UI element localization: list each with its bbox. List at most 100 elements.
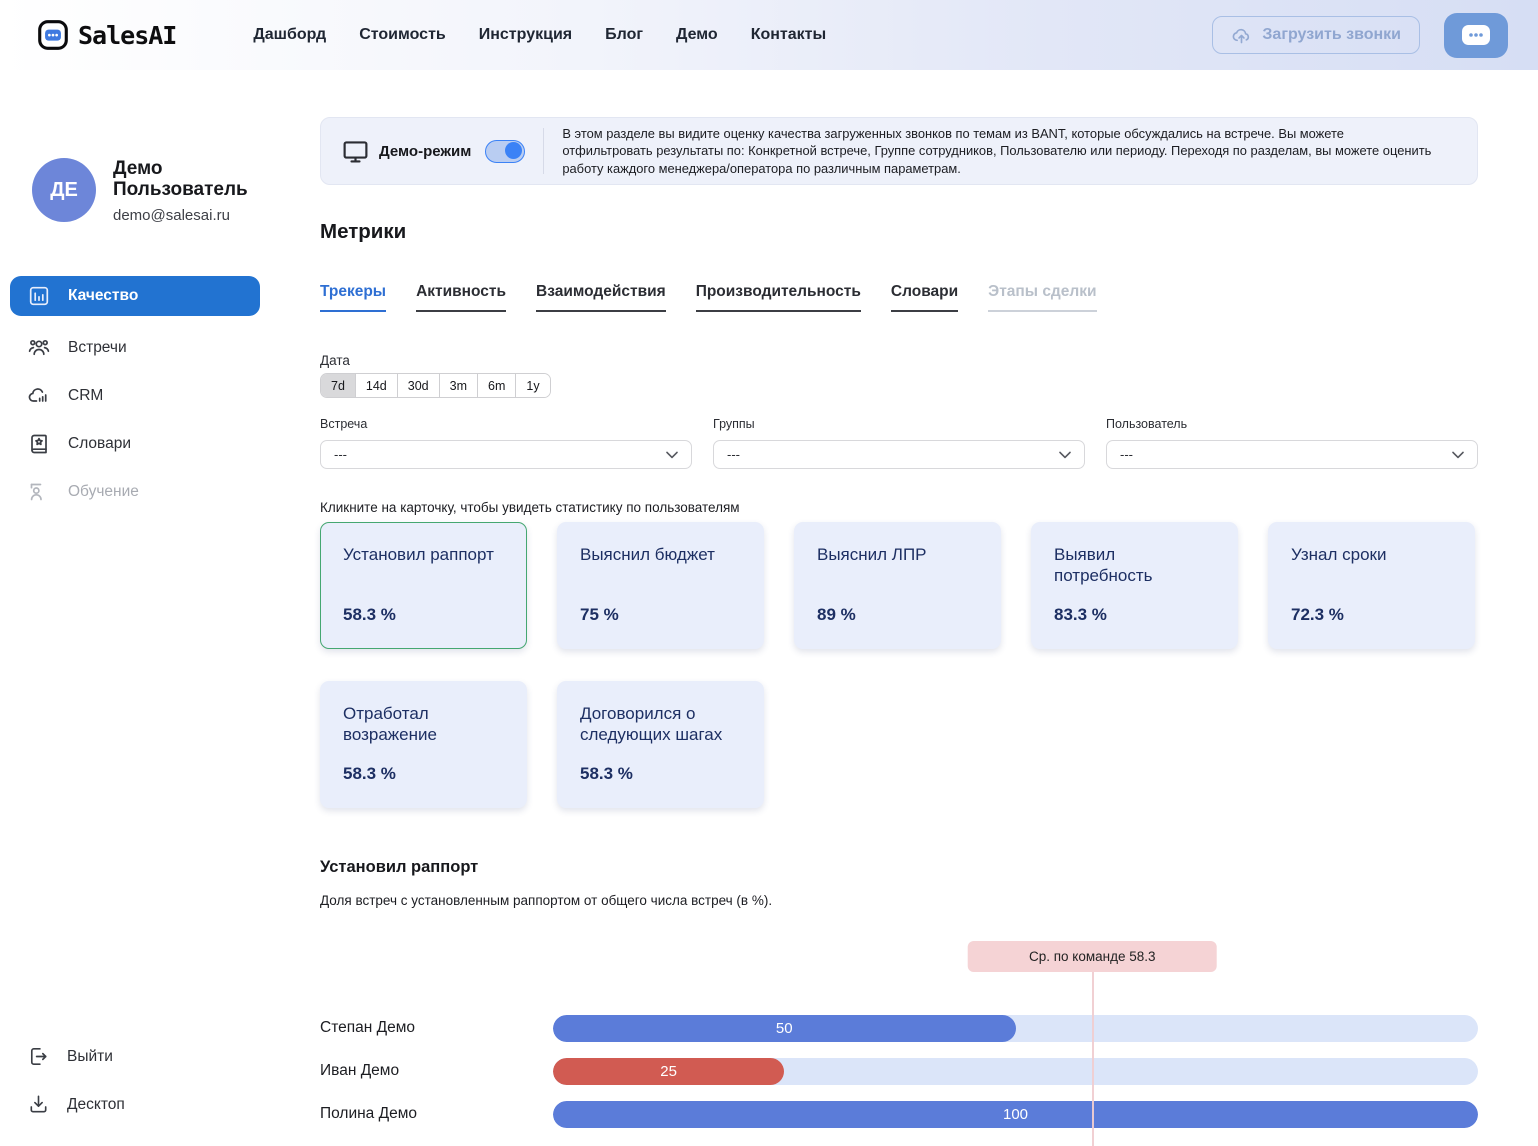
meeting-select-value: --- [334, 447, 347, 462]
metric-card-budget[interactable]: Выяснил бюджет 75 % [557, 522, 764, 649]
tab-dictionaries[interactable]: Словари [890, 283, 959, 312]
sidebar-item-crm[interactable]: CRM [10, 372, 260, 420]
card-value: 58.3 % [343, 763, 396, 783]
sidebar-item-training: Обучение [10, 468, 260, 516]
bar-track: 25 [553, 1057, 1478, 1085]
date-button-1y[interactable]: 1y [515, 374, 550, 397]
nav-link-dashboard[interactable]: Дашборд [253, 26, 327, 43]
sidebar-item-label: Обучение [68, 483, 139, 500]
bar-value: 50 [775, 1019, 793, 1037]
banner-description: В этом разделе вы видите оценку качества… [562, 126, 1432, 176]
cards-hint: Кликните на карточку, чтобы увидеть стат… [320, 500, 740, 515]
card-value: 89 % [817, 604, 856, 624]
upload-cloud-icon [1231, 25, 1252, 46]
book-star-icon [27, 432, 51, 456]
metric-card-next-steps[interactable]: Договорился о следующих шагах 58.3 % [557, 680, 764, 808]
card-value: 75 % [580, 604, 619, 624]
upload-calls-button[interactable]: Загрузить звонки [1212, 16, 1420, 54]
groups-filter-label: Группы [713, 417, 755, 431]
user-select[interactable]: --- [1106, 440, 1478, 469]
divider [543, 128, 545, 174]
metric-card-need[interactable]: Выявил потребность 83.3 % [1031, 522, 1238, 649]
chat-widget-button[interactable] [1444, 12, 1508, 58]
top-navbar: SalesAI Дашборд Стоимость Инструкция Бло… [0, 0, 1538, 70]
card-title: Выявил потребность [1054, 545, 1153, 586]
logo[interactable]: SalesAI [38, 20, 177, 50]
metric-card-objection[interactable]: Отработал возражение 58.3 % [320, 680, 527, 808]
date-button-30d[interactable]: 30d [396, 374, 439, 397]
sidebar-item-label: Встречи [68, 339, 127, 356]
main-content: Демо-режим В этом разделе вы видите оцен… [320, 70, 1478, 1146]
chevron-down-icon [666, 451, 678, 459]
sidebar-item-label: Качество [68, 287, 139, 304]
metric-card-timeline[interactable]: Узнал сроки 72.3 % [1268, 522, 1475, 649]
tab-interactions[interactable]: Взаимодействия [536, 283, 666, 312]
filter-row: Встреча --- Группы --- Пользователь --- [320, 417, 1478, 469]
chart-subtitle: Доля встреч с установленным раппортом от… [320, 892, 773, 908]
metric-card-decision-maker[interactable]: Выяснил ЛПР 89 % [794, 522, 1001, 649]
groups-select-value: --- [727, 447, 740, 462]
nav-link-instruction[interactable]: Инструкция [478, 26, 573, 43]
bar-track: 100 [553, 1100, 1478, 1128]
sidebar-menu: Качество Встречи [10, 276, 260, 516]
users-icon [27, 336, 51, 360]
sidebar: ДЕ Демо Пользователь demo@salesai.ru Кач… [0, 70, 300, 1132]
desktop-label: Десктоп [67, 1095, 125, 1113]
card-title: Установил раппорт [343, 545, 494, 564]
sidebar-item-meetings[interactable]: Встречи [10, 324, 260, 372]
demo-mode-label: Демо-режим [379, 142, 472, 160]
nav-link-contacts[interactable]: Контакты [750, 26, 827, 43]
chart-row: Полина Демо 100 [320, 1100, 1478, 1128]
logout-button[interactable]: Выйти [27, 1045, 113, 1068]
logo-text: SalesAI [78, 20, 177, 50]
sidebar-item-dictionaries[interactable]: Словари [10, 420, 260, 468]
date-range-group: 7d 14d 30d 3m 6m 1y [320, 373, 551, 398]
nav-link-blog[interactable]: Блог [605, 26, 643, 43]
logo-icon [38, 20, 68, 50]
logout-label: Выйти [67, 1047, 113, 1065]
date-button-6m[interactable]: 6m [477, 374, 516, 397]
sidebar-item-quality[interactable]: Качество [10, 276, 260, 316]
tab-performance[interactable]: Производительность [695, 283, 861, 312]
tab-activity[interactable]: Активность [416, 283, 507, 312]
card-value: 83.3 % [1054, 604, 1107, 624]
chart-title: Установил раппорт [320, 857, 479, 876]
meeting-filter-label: Встреча [320, 417, 368, 431]
meeting-select[interactable]: --- [320, 440, 692, 469]
demo-mode-banner: Демо-режим В этом разделе вы видите оцен… [320, 117, 1478, 185]
tab-trackers[interactable]: Трекеры [320, 283, 387, 312]
card-value: 72.3 % [1291, 604, 1344, 624]
rapport-bar-chart: Степан Демо 50 Иван Демо 25 Полина Демо … [320, 940, 1478, 1146]
avatar: ДЕ [32, 158, 96, 222]
bar-track: 50 [553, 1014, 1478, 1042]
desktop-button[interactable]: Десктоп [27, 1093, 125, 1116]
date-filter-label: Дата [320, 353, 350, 368]
page-title: Метрики [320, 220, 407, 243]
card-title: Отработал возражение [343, 703, 437, 745]
groups-select[interactable]: --- [713, 440, 1085, 469]
nav-link-demo[interactable]: Демо [676, 26, 718, 43]
demo-mode-toggle[interactable] [485, 139, 526, 163]
nav-link-pricing[interactable]: Стоимость [359, 26, 446, 43]
user-name: Демо Пользователь [113, 158, 248, 201]
card-title: Выяснил бюджет [580, 545, 715, 564]
chevron-down-icon [1452, 451, 1464, 459]
card-title: Выяснил ЛПР [817, 545, 927, 564]
bar-fill: 50 [553, 1014, 1016, 1042]
metric-card-rapport[interactable]: Установил раппорт 58.3 % [320, 522, 527, 649]
metrics-tabs: Трекеры Активность Взаимодействия Произв… [320, 283, 1478, 312]
bar-value: 100 [1002, 1105, 1029, 1123]
date-button-7d[interactable]: 7d [321, 374, 355, 397]
user-select-value: --- [1120, 447, 1133, 462]
date-button-14d[interactable]: 14d [354, 374, 397, 397]
card-value: 58.3 % [343, 604, 396, 624]
card-value: 58.3 % [580, 763, 633, 783]
download-icon [27, 1093, 50, 1116]
cloud-stats-icon [27, 384, 51, 408]
bar-fill: 25 [553, 1057, 785, 1085]
card-title: Узнал сроки [1291, 545, 1387, 564]
user-filter-label: Пользователь [1106, 417, 1188, 431]
chat-bubble-icon [1458, 21, 1494, 49]
date-button-3m[interactable]: 3m [438, 374, 477, 397]
monitor-icon [341, 137, 370, 166]
